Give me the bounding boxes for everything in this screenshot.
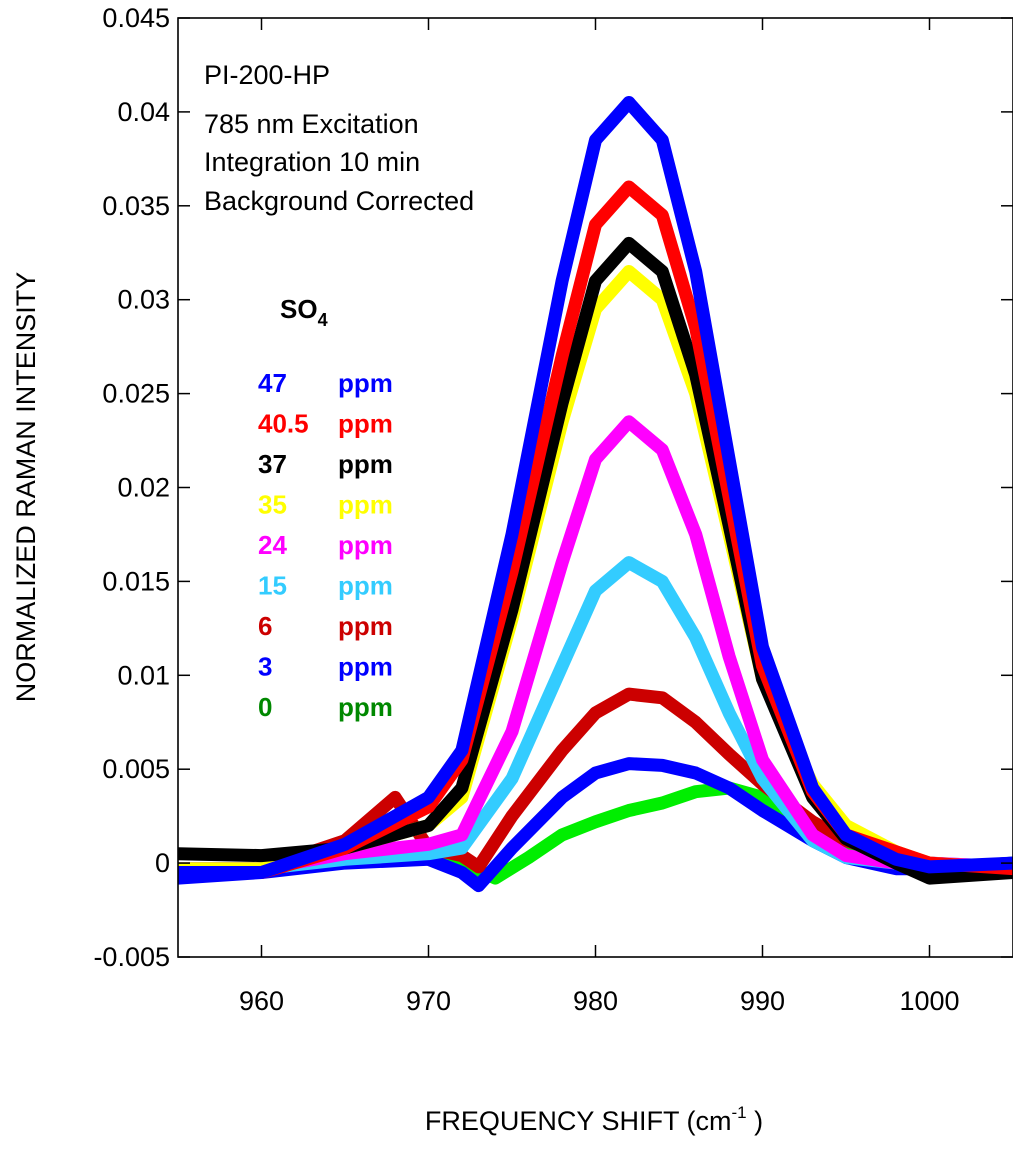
info-line-2: 785 nm Excitation (204, 109, 419, 139)
info-line-4: Background Corrected (204, 186, 474, 216)
x-tick-label: 980 (573, 986, 618, 1016)
y-tick-label: 0.04 (117, 97, 170, 127)
legend-value: 3 (258, 652, 272, 682)
legend-unit: ppm (338, 571, 393, 601)
legend-species-title: SO4 (280, 294, 328, 330)
legend-entry-3-ppm: 3 ppm (258, 652, 393, 682)
legend-value: 0 (258, 692, 272, 722)
x-axis-title: FREQUENCY SHIFT (cm-1 ) (425, 1103, 763, 1136)
legend-unit: ppm (338, 368, 393, 398)
legend-entry-0-ppm: 0 ppm (258, 692, 393, 722)
y-axis-title: NORMALIZED RAMAN INTENSITY (11, 272, 41, 703)
species-main: SO (280, 294, 318, 324)
legend: 47 ppm 40.5 ppm 37 ppm 35 ppm 24 ppm 15 ppm 6 ppm 3 ppm… (258, 368, 393, 722)
legend-value: 37 (258, 449, 287, 479)
legend-unit: ppm (338, 449, 393, 479)
y-tick-label: 0.035 (102, 191, 170, 221)
legend-value: 15 (258, 571, 287, 601)
legend-entry-24-ppm: 24 ppm (258, 530, 393, 560)
x-tick-label: 990 (740, 986, 785, 1016)
y-tick-label: 0.01 (117, 660, 170, 690)
series-line-24-ppm (178, 415, 1013, 876)
legend-unit: ppm (338, 530, 393, 560)
series-line-47-ppm (178, 96, 1013, 879)
legend-value: 6 (258, 611, 272, 641)
info-annotation: PI-200-HP 785 nm Excitation Integration … (204, 60, 474, 216)
legend-entry-6-ppm: 6 ppm (258, 611, 393, 641)
legend-entry-47-ppm: 47 ppm (258, 368, 393, 398)
legend-value: 24 (258, 530, 287, 560)
species-subscript: 4 (318, 310, 328, 330)
ticks-layer: 960 970 980 990 1000 -0.005 0 0.005 0.01 0.015 0.0… (93, 3, 1013, 1016)
legend-value: 35 (258, 490, 287, 520)
legend-unit: ppm (338, 692, 393, 722)
x-tick-label: 970 (406, 986, 451, 1016)
legend-entry-37-ppm: 37 ppm (258, 449, 393, 479)
x-axis-title-end: ) (747, 1106, 764, 1136)
legend-unit: ppm (338, 490, 393, 520)
legend-unit: ppm (338, 652, 393, 682)
legend-unit: ppm (338, 409, 393, 439)
info-line-1: PI-200-HP (204, 60, 330, 90)
series-line-37-ppm (178, 236, 1013, 885)
legend-value: 47 (258, 368, 287, 398)
legend-entry-40-5-ppm: 40.5 ppm (258, 409, 393, 439)
y-tick-label: 0 (155, 848, 170, 878)
info-line-3: Integration 10 min (204, 147, 420, 177)
y-tick-label: 0.015 (102, 566, 170, 596)
y-tick-label: 0.025 (102, 379, 170, 409)
series-layer (178, 96, 1013, 893)
y-tick-label: 0.005 (102, 754, 170, 784)
x-axis-title-superscript: -1 (731, 1103, 746, 1122)
y-tick-label: 0.03 (117, 285, 170, 315)
y-tick-label: 0.02 (117, 473, 170, 503)
legend-entry-35-ppm: 35 ppm (258, 490, 393, 520)
x-axis-title-main: FREQUENCY SHIFT (cm (425, 1106, 732, 1136)
y-tick-label: -0.005 (93, 942, 170, 972)
legend-entry-15-ppm: 15 ppm (258, 571, 393, 601)
x-tick-label: 960 (239, 986, 284, 1016)
legend-unit: ppm (338, 611, 393, 641)
legend-value: 40.5 (258, 409, 309, 439)
x-tick-label: 1000 (899, 986, 959, 1016)
y-tick-label: 0.045 (102, 3, 170, 33)
